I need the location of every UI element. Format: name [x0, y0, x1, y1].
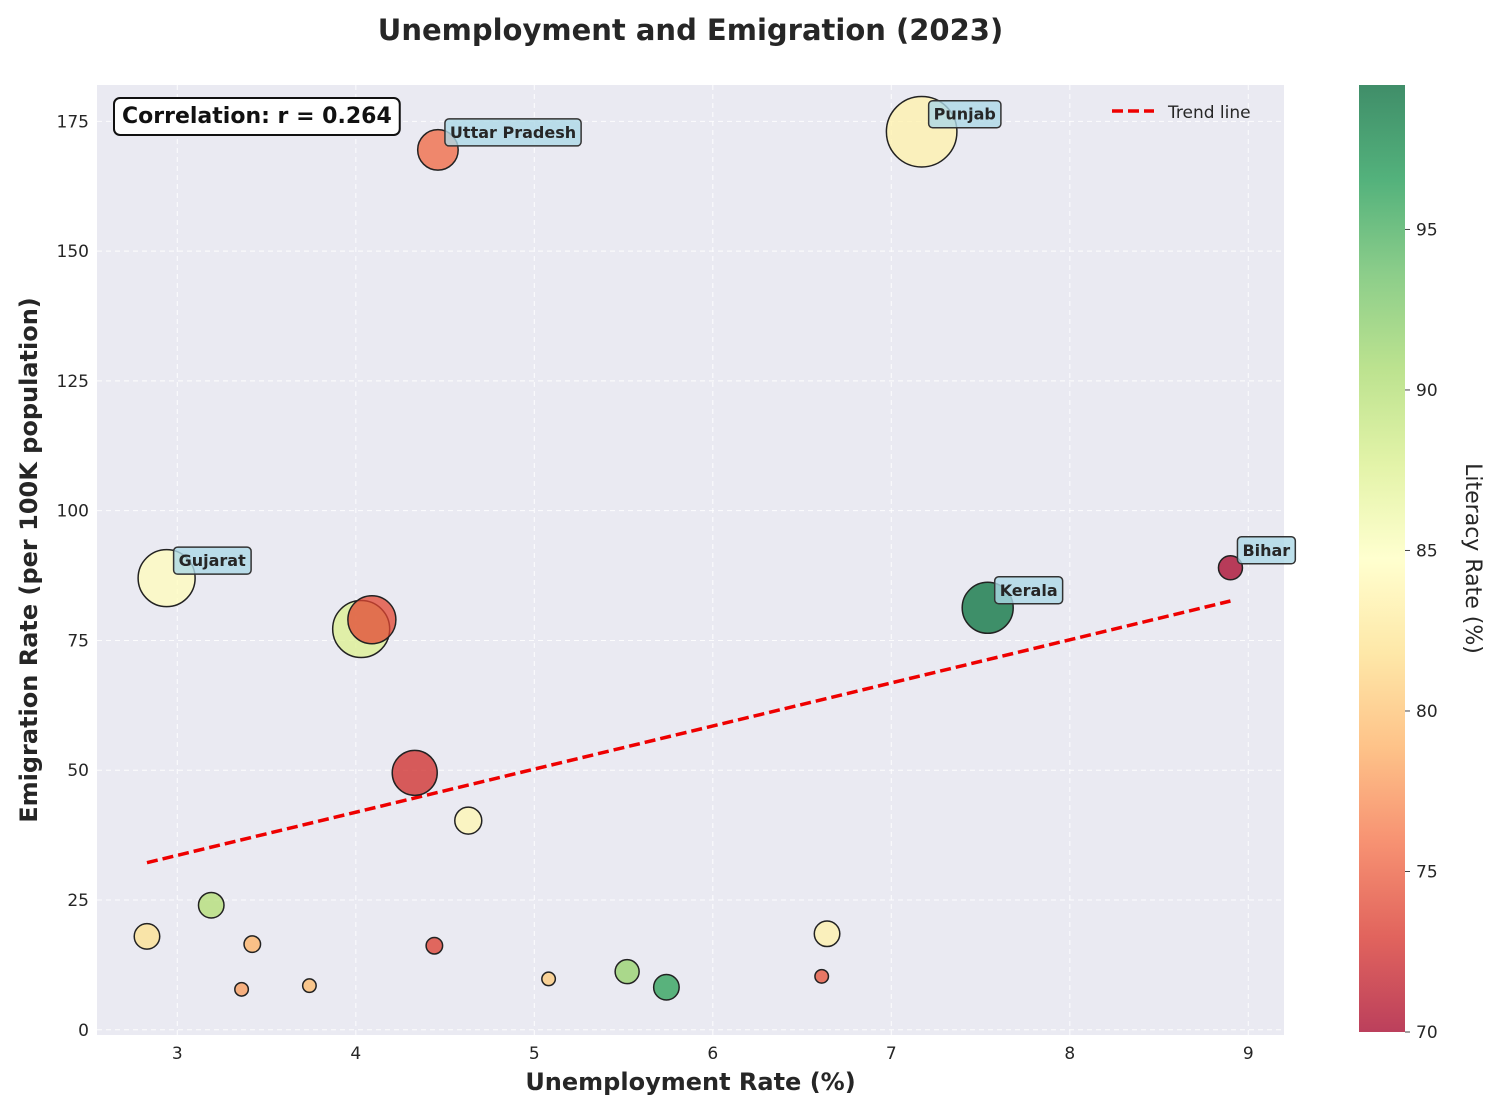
- data-point: [454, 806, 483, 835]
- y-tick-label: 25: [67, 891, 89, 911]
- data-point: [234, 981, 250, 997]
- x-tick-label: 8: [1064, 1044, 1075, 1064]
- trend-line: [146, 599, 1231, 865]
- point-label-kerala: Kerala: [993, 576, 1064, 605]
- points-layer: [133, 95, 1244, 1001]
- point-label-bihar: Bihar: [1236, 536, 1297, 565]
- data-point: [347, 594, 397, 645]
- point-labels-layer: Punjab Uttar Pradesh Gujarat Bihar Kerala: [172, 99, 1297, 605]
- x-tick-label: 6: [707, 1044, 718, 1064]
- point-label-punjab: Punjab: [927, 99, 1002, 129]
- point-label-box: [1236, 536, 1297, 565]
- legend: Trend line: [1112, 103, 1251, 123]
- y-axis-title: Emigration Rate (per 100K population): [15, 297, 43, 823]
- colorbar-tick-label: 80: [1416, 702, 1438, 722]
- legend-label-trend-line: Trend line: [1167, 103, 1251, 123]
- colorbar-tick-label: 85: [1416, 541, 1438, 561]
- point-label-text: Uttar Pradesh: [450, 123, 576, 142]
- data-point: [652, 973, 680, 1001]
- x-tick-label: 7: [886, 1044, 897, 1064]
- y-tick-label: 100: [57, 502, 89, 522]
- axis-ticks: 3 4 5 6 7 8 9 0 25 50 75 100 125 150 175: [57, 112, 1254, 1064]
- y-tick-label: 175: [57, 112, 89, 132]
- y-tick-label: 125: [57, 372, 89, 392]
- colorbar-tick-label: 95: [1416, 220, 1438, 240]
- data-point: [133, 922, 161, 950]
- y-tick-label: 50: [67, 761, 89, 781]
- y-tick-label: 0: [78, 1021, 89, 1041]
- chart-title: Unemployment and Emigration (2023): [378, 13, 1003, 47]
- correlation-text: Correlation: r = 0.264: [122, 104, 392, 129]
- data-point: [301, 978, 317, 994]
- data-point-bihar: [1217, 555, 1244, 581]
- y-tick-label: 75: [67, 631, 89, 651]
- data-point: [814, 968, 830, 984]
- x-tick-label: 3: [172, 1044, 183, 1064]
- colorbar-ticks: 70 75 80 85 90 95: [1405, 220, 1438, 1043]
- colorbar: [1359, 85, 1405, 1032]
- x-tick-label: 4: [350, 1044, 361, 1064]
- point-label-box: [993, 576, 1064, 605]
- correlation-box: [113, 97, 401, 136]
- point-label-uttar-pradesh: Uttar Pradesh: [444, 118, 582, 147]
- point-label-text: Punjab: [934, 105, 996, 124]
- data-point: [614, 958, 640, 985]
- point-label-text: Bihar: [1242, 541, 1290, 560]
- x-tick-label: 5: [529, 1044, 540, 1064]
- point-label-box: [927, 99, 1002, 129]
- data-point: [243, 935, 262, 954]
- plot-area: [97, 85, 1284, 1035]
- point-label-box: [172, 546, 252, 575]
- colorbar-tick-label: 90: [1416, 381, 1438, 401]
- point-label-gujarat: Gujarat: [172, 546, 252, 575]
- point-label-box: [444, 118, 582, 147]
- point-label-text: Kerala: [1000, 581, 1058, 600]
- correlation-annotation: Correlation: r = 0.264: [113, 97, 401, 136]
- colorbar-title: Literacy Rate (%): [1460, 463, 1485, 654]
- x-axis-title: Unemployment Rate (%): [525, 1068, 855, 1096]
- data-point: [197, 891, 225, 919]
- colorbar-tick-label: 75: [1416, 862, 1438, 882]
- colorbar-tick-label: 70: [1416, 1023, 1438, 1043]
- data-point: [391, 749, 438, 797]
- data-point: [425, 936, 444, 955]
- y-tick-label: 150: [57, 242, 89, 262]
- data-point: [813, 920, 841, 948]
- data-point: [541, 971, 557, 987]
- point-label-text: Gujarat: [179, 551, 246, 570]
- x-tick-label: 9: [1243, 1044, 1254, 1064]
- trend-line-layer: [146, 599, 1231, 865]
